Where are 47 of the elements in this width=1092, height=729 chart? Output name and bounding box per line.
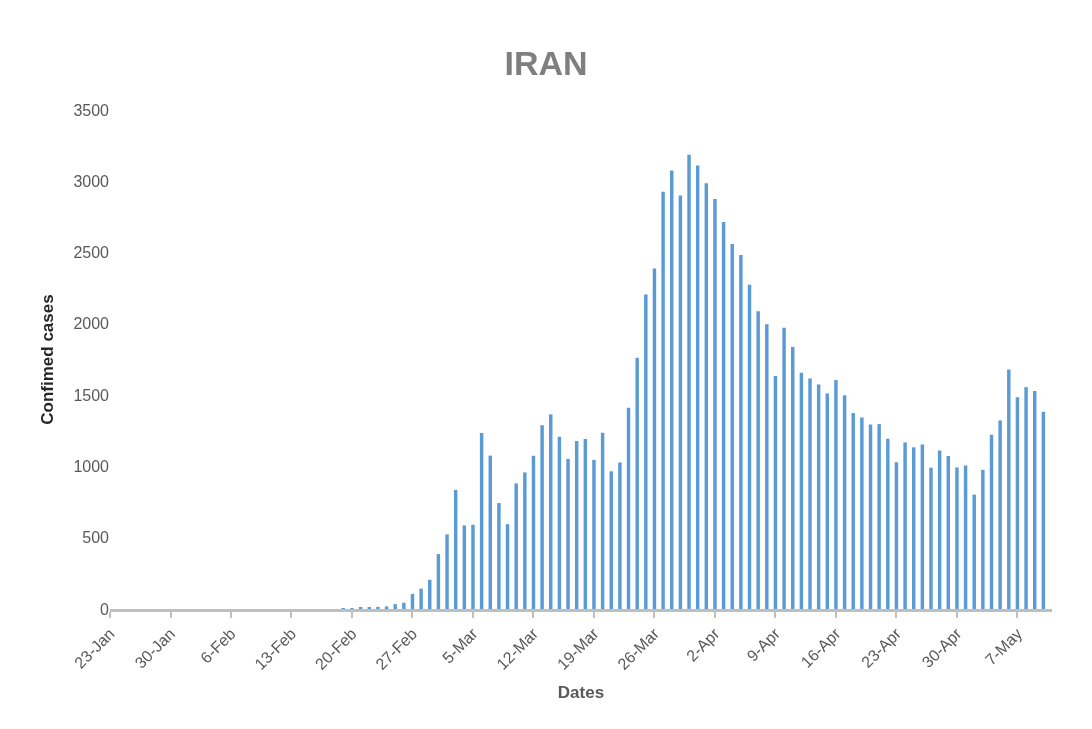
bar	[998, 420, 1002, 609]
bar	[739, 255, 743, 609]
bar	[834, 380, 838, 609]
y-tick-label: 0	[100, 600, 110, 618]
bar	[782, 327, 786, 609]
bar	[661, 191, 665, 609]
bar	[860, 417, 864, 609]
bar	[618, 462, 622, 609]
bar	[540, 425, 544, 609]
bar	[955, 467, 959, 609]
y-axis-title: Confimed cases	[37, 294, 57, 425]
bar	[592, 459, 596, 609]
bar	[393, 604, 397, 609]
y-tick-label: 1000	[73, 458, 110, 476]
bar	[471, 524, 475, 609]
y-tick-label: 2500	[73, 244, 110, 262]
bar	[635, 357, 639, 609]
chart-title: IRAN	[504, 43, 588, 82]
bar	[384, 606, 389, 609]
y-tick-label: 1500	[73, 386, 110, 404]
bar	[808, 378, 812, 609]
y-tick-label: 2000	[73, 315, 110, 333]
bar	[972, 494, 976, 609]
bar	[687, 154, 691, 609]
bar	[765, 324, 769, 609]
y-tick-label: 3000	[73, 172, 110, 190]
bar	[929, 467, 933, 609]
bar	[402, 602, 406, 609]
bar	[981, 469, 985, 609]
bar	[376, 606, 380, 609]
bar	[514, 483, 518, 609]
bar	[566, 458, 570, 609]
bar	[756, 311, 760, 609]
bar	[523, 472, 527, 609]
bar	[877, 424, 881, 609]
bar	[419, 588, 423, 609]
x-axis-title: Dates	[557, 683, 605, 703]
bar	[903, 442, 907, 609]
bar	[1024, 387, 1028, 609]
bar	[497, 503, 501, 609]
bar	[886, 438, 890, 609]
bar	[1007, 369, 1011, 609]
bar	[713, 199, 717, 609]
y-tick-label: 3500	[73, 101, 110, 119]
y-tick-label: 500	[82, 529, 110, 547]
bar	[445, 534, 449, 609]
bar	[644, 294, 648, 609]
